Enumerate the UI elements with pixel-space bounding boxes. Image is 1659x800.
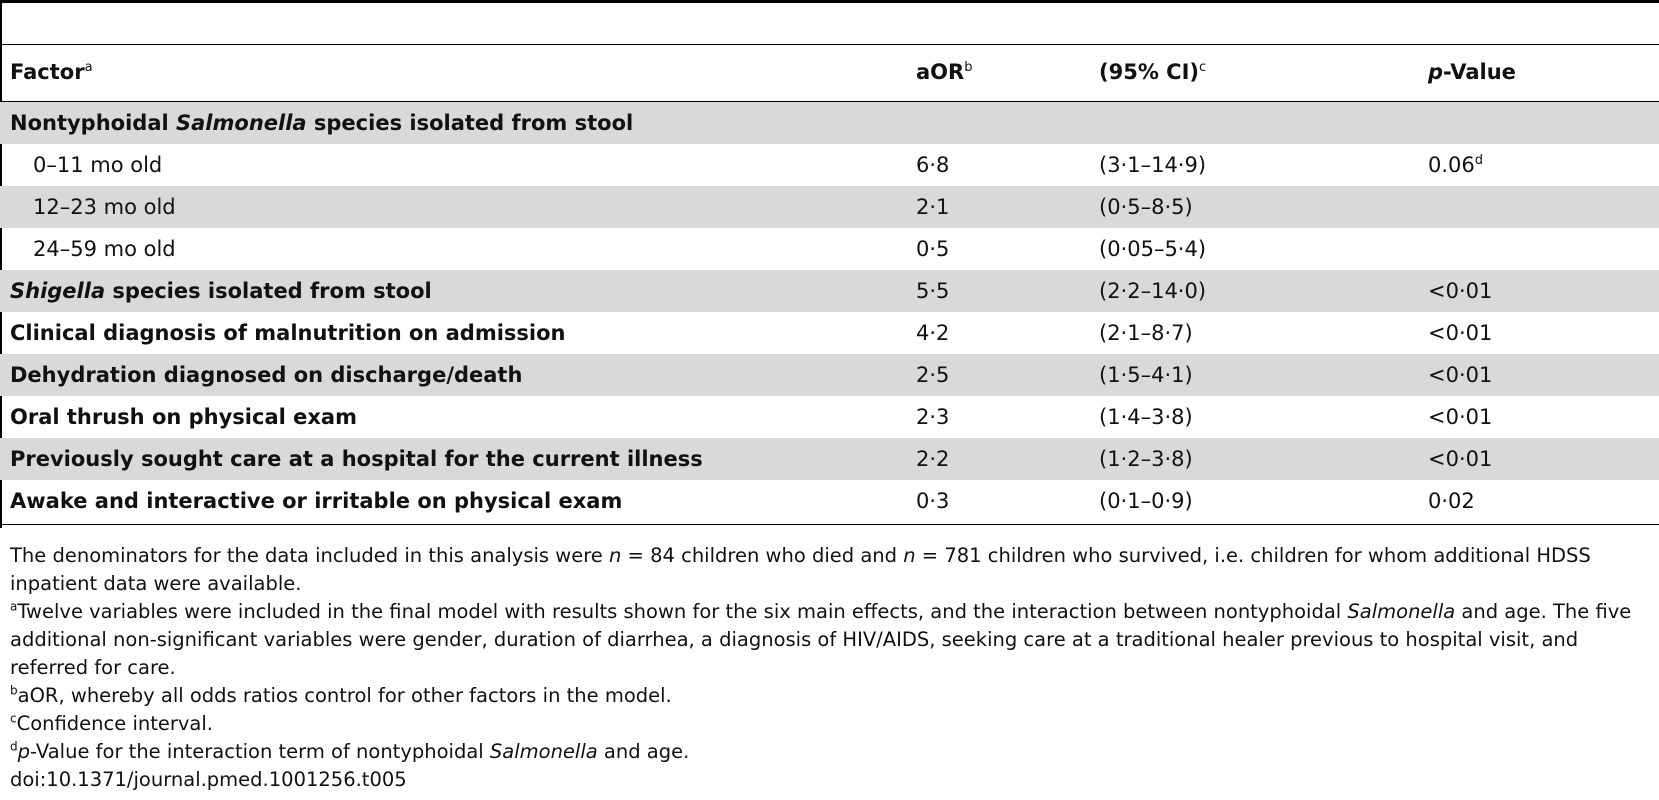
table-row: Previously sought care at a hospital for… [0,438,1659,480]
footnote-denominators: The denominators for the data included i… [10,544,1591,595]
row-aor: 6·8 [916,153,950,177]
header-top-rule [0,44,1659,45]
left-border [0,0,2,528]
table-row: 24–59 mo old 0·5 (0·05–5·4) [0,228,1659,270]
table-row: 0–11 mo old 6·8 (3·1–14·9) 0.06d [0,144,1659,186]
row-factor: Awake and interactive or irritable on ph… [10,489,623,513]
top-border [0,0,1659,3]
row-ci: (1·5–4·1) [1099,363,1193,387]
row-p-value: <0·01 [1428,447,1493,471]
row-factor: Nontyphoidal Salmonella species isolated… [10,111,634,135]
header-aor: aORb [916,60,973,84]
header-ci: (95% CI)c [1099,60,1207,84]
row-factor: Clinical diagnosis of malnutrition on ad… [10,321,566,345]
footnote-c: cConfidence interval. [10,711,213,735]
row-ci: (2·1–8·7) [1099,321,1193,345]
table-row: Nontyphoidal Salmonella species isolated… [0,102,1659,144]
row-factor: Previously sought care at a hospital for… [10,447,703,471]
row-ci: (2·2–14·0) [1099,279,1207,303]
header-bottom-rule [0,101,1659,102]
doi-text: doi:10.1371/journal.pmed.1001256.t005 [10,768,407,791]
row-ci: (0·05–5·4) [1099,237,1207,261]
footnote-d: dp-Value for the interaction term of non… [10,739,690,763]
row-factor: Shigella species isolated from stool [10,279,432,303]
row-aor: 2·1 [916,195,950,219]
table-row: Dehydration diagnosed on discharge/death… [0,354,1659,396]
row-aor: 0·3 [916,489,950,513]
table-bottom-rule [0,524,1659,525]
row-aor: 2·3 [916,405,950,429]
header-p-value: p-Value [1428,60,1516,84]
header-factor: Factora [10,60,93,84]
row-ci: (0·1–0·9) [1099,489,1193,513]
row-p-value: <0·01 [1428,279,1493,303]
table-row: Shigella species isolated from stool 5·5… [0,270,1659,312]
table-row: Awake and interactive or irritable on ph… [0,480,1659,522]
row-p-value: <0·01 [1428,405,1493,429]
row-aor: 5·5 [916,279,950,303]
footnote-b: baOR, whereby all odds ratios control fo… [10,683,672,707]
row-ci: (1·2–3·8) [1099,447,1193,471]
row-p-value: 0·02 [1428,489,1475,513]
row-factor: 12–23 mo old [33,195,176,219]
row-p-value: <0·01 [1428,321,1493,345]
row-factor: 24–59 mo old [33,237,176,261]
row-factor: Oral thrush on physical exam [10,405,357,429]
row-factor: Dehydration diagnosed on discharge/death [10,363,523,387]
row-factor: 0–11 mo old [33,153,163,177]
footnote-a: aTwelve variables were included in the f… [10,599,1632,679]
table-row: Oral thrush on physical exam 2·3 (1·4–3·… [0,396,1659,438]
row-ci: (1·4–3·8) [1099,405,1193,429]
row-aor: 2·2 [916,447,950,471]
table-footnotes: The denominators for the data included i… [10,542,1655,794]
row-aor: 0·5 [916,237,950,261]
row-p-value: <0·01 [1428,363,1493,387]
table-row: Clinical diagnosis of malnutrition on ad… [0,312,1659,354]
row-aor: 4·2 [916,321,950,345]
row-ci: (0·5–8·5) [1099,195,1193,219]
row-aor: 2·5 [916,363,950,387]
table-row: 12–23 mo old 2·1 (0·5–8·5) [0,186,1659,228]
row-p-value: 0.06d [1428,153,1484,177]
table-header: Factora aORb (95% CI)c p-Value [0,52,1659,96]
row-ci: (3·1–14·9) [1099,153,1207,177]
